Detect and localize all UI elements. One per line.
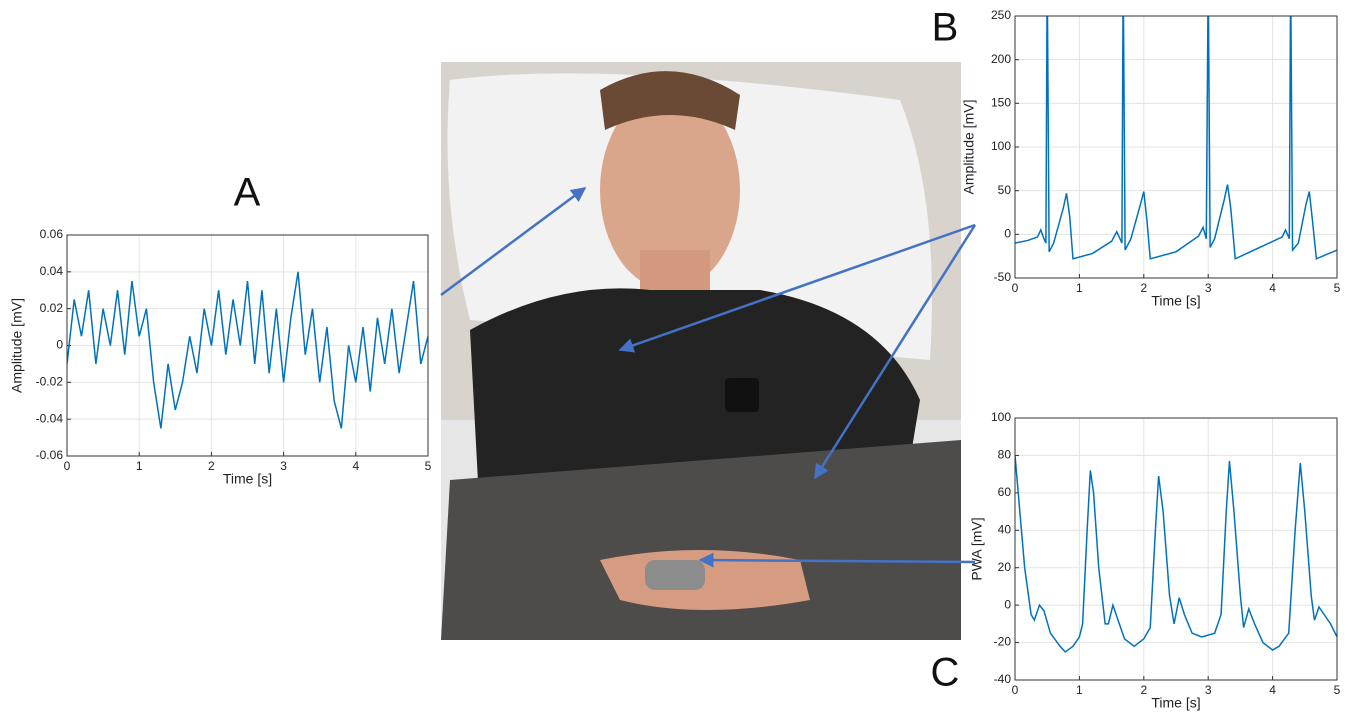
y-tick-label: 0.06: [40, 227, 64, 241]
y-tick-label: 150: [991, 96, 1011, 110]
y-tick-label: 60: [998, 485, 1012, 499]
x-axis-label: Time [s]: [1151, 695, 1200, 711]
plot-area: [1015, 418, 1337, 680]
y-tick-label: -0.06: [36, 448, 64, 462]
x-tick-label: 5: [1334, 281, 1341, 295]
x-tick-label: 3: [1205, 683, 1212, 697]
x-tick-label: 1: [1076, 281, 1083, 295]
x-tick-label: 1: [136, 459, 143, 473]
chart: 0 1 2 3 4 5 -0.06 -0.04 -0.02 0 0.02 0.04 0.06 Time […: [9, 171, 432, 487]
x-tick-label: 0: [1012, 683, 1019, 697]
y-tick-label: 0: [56, 338, 63, 352]
x-tick-label: 1: [1076, 683, 1083, 697]
x-tick-label: 2: [208, 459, 215, 473]
x-tick-label: 3: [1205, 281, 1212, 295]
y-axis-label: Amplitude [mV]: [9, 298, 25, 393]
x-tick-label: 2: [1140, 281, 1147, 295]
y-tick-label: -50: [994, 270, 1012, 284]
x-tick-label: 5: [425, 459, 432, 473]
y-tick-label: 0: [1004, 227, 1011, 241]
y-tick-label: 0.02: [40, 301, 64, 315]
x-tick-label: 4: [1269, 281, 1276, 295]
y-tick-label: -40: [994, 672, 1012, 686]
x-tick-label: 4: [352, 459, 359, 473]
x-tick-label: 0: [64, 459, 71, 473]
x-tick-label: 0: [1012, 281, 1019, 295]
y-tick-label: 40: [998, 522, 1012, 536]
y-tick-label: 250: [991, 8, 1011, 22]
y-tick-label: 0.04: [40, 264, 64, 278]
y-axis-label: Amplitude [mV]: [961, 100, 977, 195]
x-tick-label: 3: [280, 459, 287, 473]
y-tick-label: -0.04: [36, 411, 64, 425]
figure: 0 1 2 3 4 5 -0.06 -0.04 -0.02 0 0.02 0.04 0.06 Time […: [0, 0, 1352, 722]
y-tick-label: -20: [994, 635, 1012, 649]
x-tick-label: 4: [1269, 683, 1276, 697]
y-tick-label: -0.02: [36, 375, 64, 389]
x-axis-label: Time [s]: [223, 471, 272, 487]
x-tick-label: 5: [1334, 683, 1341, 697]
x-axis-label: Time [s]: [1151, 293, 1200, 309]
y-axis-label: PWA [mV]: [969, 517, 985, 580]
y-tick-label: 100: [991, 410, 1011, 424]
x-tick-label: 2: [1140, 683, 1147, 697]
y-tick-label: 80: [998, 448, 1012, 462]
photo: [441, 62, 961, 640]
panel-label: C: [931, 651, 960, 695]
y-tick-label: 0: [1004, 597, 1011, 611]
y-tick-label: 200: [991, 52, 1011, 66]
y-tick-label: 50: [998, 183, 1012, 197]
chart: 0 1 2 3 4 5 -40 -20 0 20 40 60 80 100 Time [s] PWA [mV]…: [931, 410, 1341, 711]
y-tick-label: 20: [998, 560, 1012, 574]
y-tick-label: 100: [991, 139, 1011, 153]
panel-label: A: [234, 171, 261, 215]
panel-label: B: [932, 6, 959, 50]
